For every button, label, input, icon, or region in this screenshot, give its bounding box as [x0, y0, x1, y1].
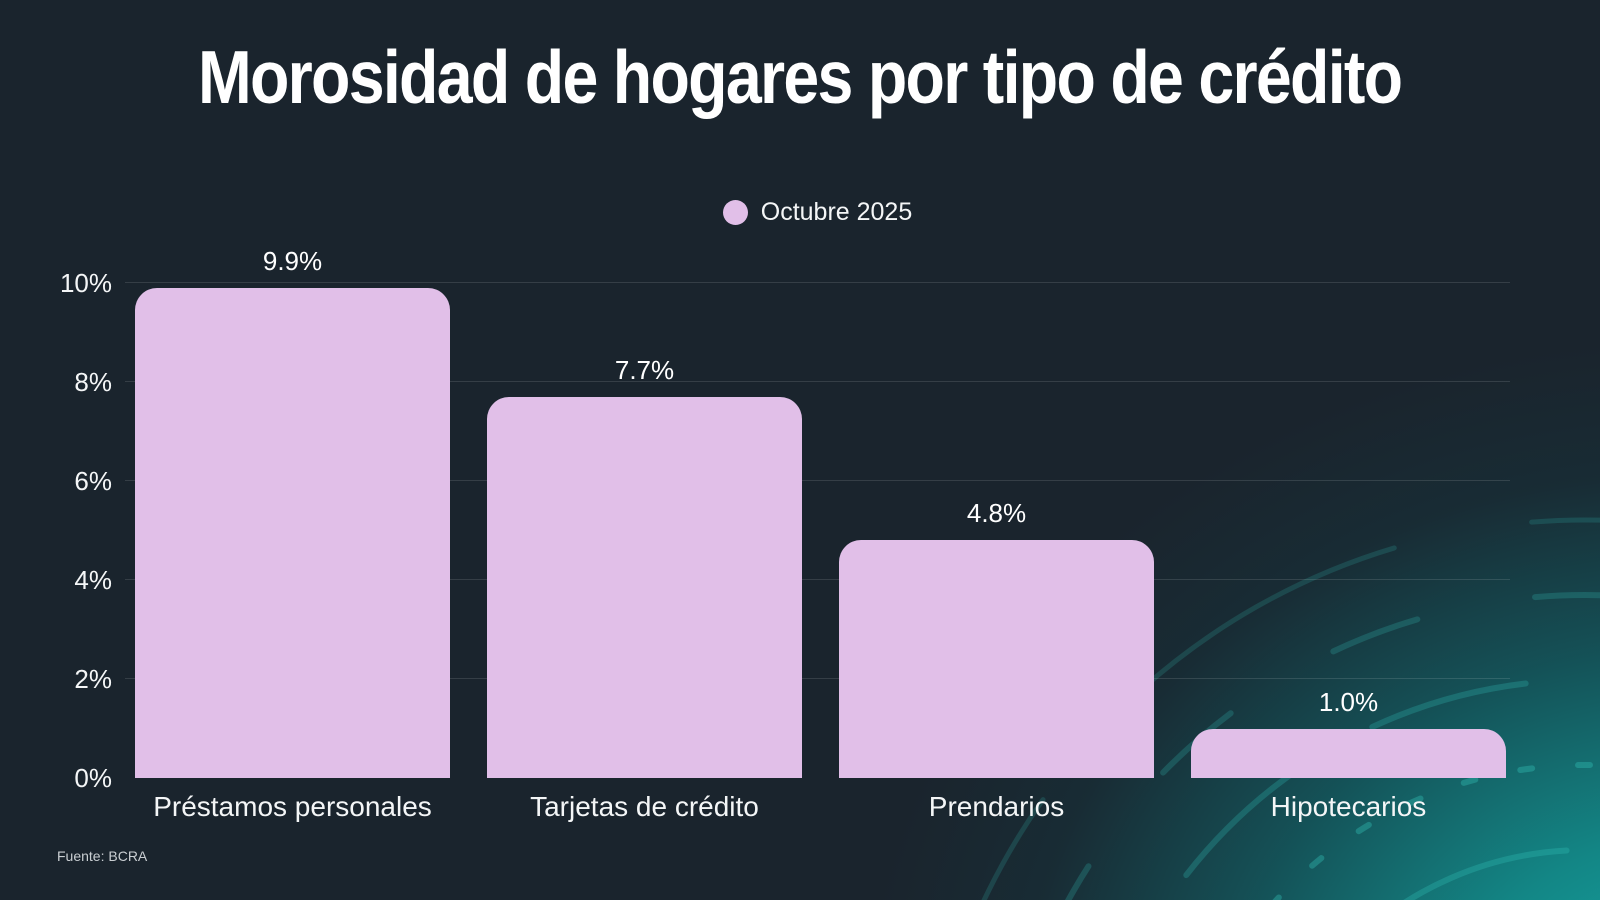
source-note: Fuente: BCRA [57, 848, 148, 864]
y-axis-tick-label: 2% [74, 664, 112, 694]
gridline [125, 480, 1510, 481]
page-title: Morosidad de hogares por tipo de crédito [0, 34, 1600, 120]
bar-group-prestamos-personales: 9.9% Préstamos personales [135, 248, 450, 822]
gridline [125, 381, 1510, 382]
bar-value-label: 7.7% [614, 354, 675, 385]
bar-group-hipotecarios: 1.0% Hipotecarios [1191, 283, 1506, 822]
x-axis-category-label: Hipotecarios [1270, 791, 1427, 822]
legend-label: Octubre 2025 [760, 198, 913, 226]
y-axis-tick-label: 8% [74, 367, 112, 397]
y-axis-tick-label: 10% [59, 268, 112, 298]
x-axis-category-label: Prendarios [928, 791, 1065, 822]
bar-prendarios[interactable] [839, 540, 1154, 778]
bar-value-label: 4.8% [966, 498, 1027, 529]
page-title-text: Morosidad de hogares por tipo de crédito [198, 35, 1403, 119]
plot-area: 9.9% Préstamos personales 7.7% Tarjetas de … [125, 248, 1510, 822]
y-axis: 0% 2% 4% 6% 8% 10% [0, 270, 112, 791]
y-axis-tick-label: 6% [74, 466, 112, 496]
bar-group-tarjetas-de-credito: 7.7% Tarjetas de crédito [487, 283, 802, 822]
y-axis-tick-label: 0% [74, 763, 112, 793]
legend-swatch-icon [722, 200, 748, 225]
bar-value-label: 9.9% [262, 245, 323, 276]
bar-value-label: 1.0% [1318, 686, 1379, 717]
bar-group-prendarios: 4.8% Prendarios [839, 283, 1154, 822]
bar-tarjetas-de-credito[interactable] [487, 396, 802, 778]
bar-hipotecarios[interactable] [1191, 728, 1506, 778]
gridline [125, 579, 1510, 580]
gridline [125, 678, 1510, 679]
x-axis-category-label: Préstamos personales [153, 791, 432, 822]
x-axis-category-label: Tarjetas de crédito [530, 791, 759, 822]
legend[interactable]: Octubre 2025 [125, 198, 1510, 227]
y-axis-tick-label: 4% [74, 565, 112, 595]
gridline [125, 282, 1510, 283]
bar-prestamos-personales[interactable] [135, 287, 450, 778]
